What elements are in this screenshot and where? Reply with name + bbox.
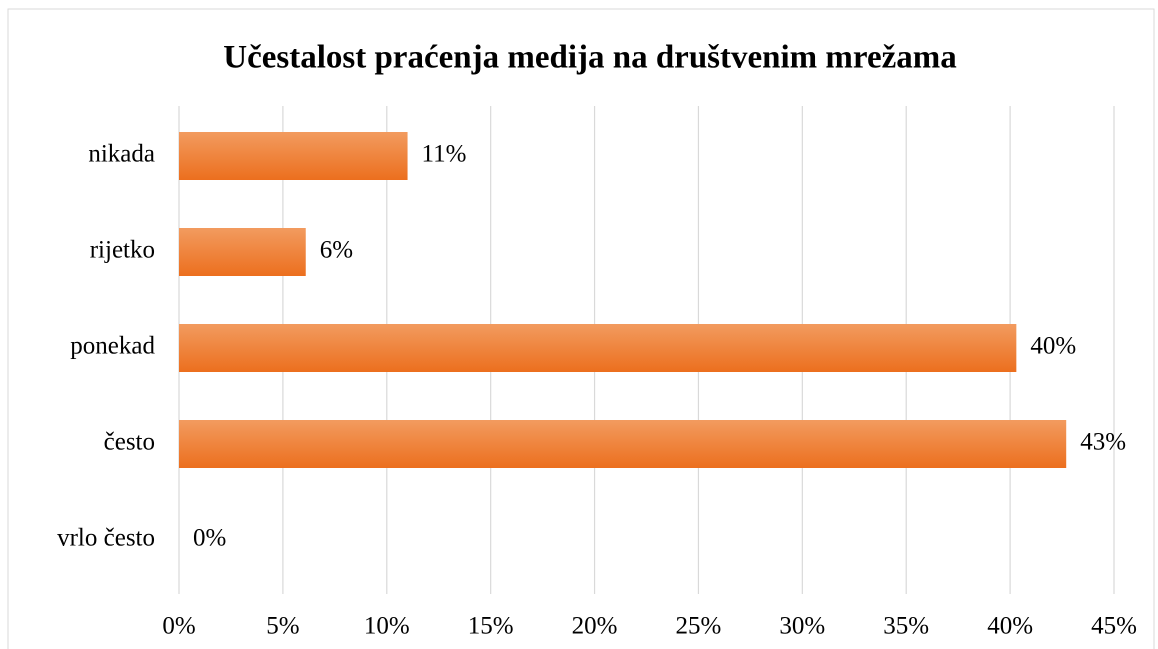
x-tick-label: 45% — [1091, 613, 1137, 640]
bar — [179, 324, 1017, 372]
chart-title: Učestalost praćenja medija na društvenim… — [223, 40, 957, 76]
data-label: 6% — [320, 237, 353, 264]
x-tick-label: 0% — [162, 613, 195, 640]
y-tick-label: vrlo često — [57, 525, 155, 552]
x-tick-label: 30% — [779, 613, 825, 640]
data-label: 43% — [1080, 429, 1126, 456]
bar — [179, 228, 306, 276]
x-tick-label: 10% — [364, 613, 410, 640]
x-tick-label: 20% — [572, 613, 618, 640]
y-tick-label: često — [104, 429, 155, 456]
bar — [179, 420, 1067, 468]
y-tick-label: nikada — [88, 141, 155, 168]
x-tick-label: 25% — [676, 613, 722, 640]
y-tick-label: rijetko — [90, 237, 155, 264]
data-label: 11% — [422, 141, 467, 168]
x-tick-label: 40% — [987, 613, 1033, 640]
bar — [179, 132, 408, 180]
x-tick-label: 35% — [883, 613, 929, 640]
data-label: 40% — [1030, 333, 1076, 360]
x-tick-label: 5% — [266, 613, 299, 640]
y-tick-label: ponekad — [70, 333, 155, 360]
x-tick-label: 15% — [468, 613, 514, 640]
data-label: 0% — [193, 525, 226, 552]
